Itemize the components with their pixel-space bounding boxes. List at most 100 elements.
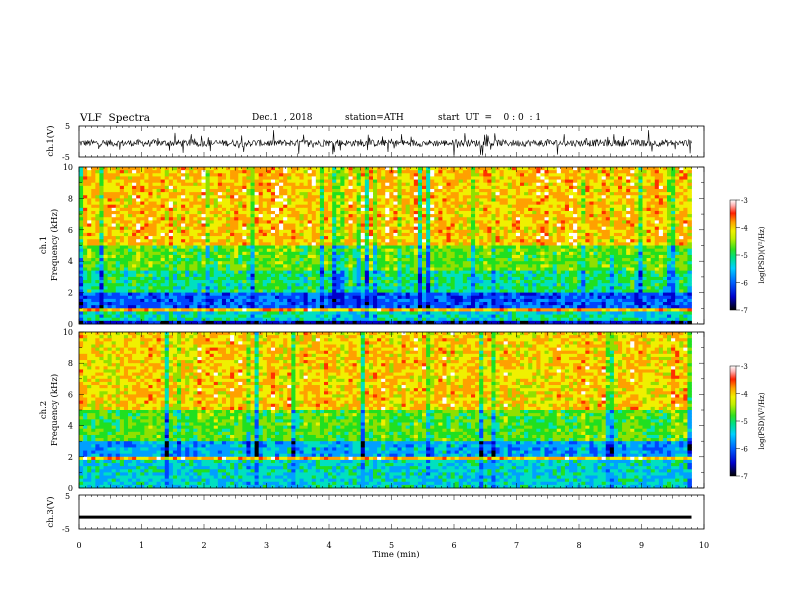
spectrogram-cell bbox=[238, 207, 243, 212]
spectrogram-cell bbox=[471, 248, 476, 253]
spectrogram-cell bbox=[181, 245, 186, 250]
spectrogram-cell bbox=[156, 248, 162, 253]
spectrogram-cell bbox=[544, 204, 549, 209]
spectrogram-cell bbox=[270, 223, 276, 228]
spectrogram-cell bbox=[152, 185, 157, 190]
spectrogram-cell bbox=[556, 245, 562, 250]
spectrogram-cell bbox=[413, 242, 419, 246]
spectrogram-cell bbox=[307, 195, 313, 199]
spectrogram-cell bbox=[340, 220, 345, 224]
spectrogram-cell bbox=[515, 261, 521, 265]
spectrogram-cell bbox=[609, 242, 615, 246]
spectrogram-cell bbox=[336, 192, 341, 196]
spectrogram-cell bbox=[626, 207, 631, 212]
spectrogram-cell bbox=[332, 229, 337, 234]
spectrogram-cell bbox=[593, 239, 598, 243]
spectrogram-cell bbox=[295, 229, 300, 234]
spectrogram-cell bbox=[385, 223, 390, 228]
spectrogram-cell bbox=[340, 258, 345, 262]
spectrogram-cell bbox=[573, 248, 578, 253]
spectrogram-cell bbox=[205, 248, 211, 253]
spectrogram-cell bbox=[144, 245, 149, 250]
spectrogram-cell bbox=[115, 195, 121, 199]
spectrogram-cell bbox=[238, 173, 243, 177]
spectrogram-cell bbox=[275, 207, 280, 212]
spectrogram-cell bbox=[524, 229, 529, 234]
spectrogram-cell bbox=[528, 264, 533, 268]
spectrogram-cell bbox=[360, 201, 366, 206]
spectrogram-cell bbox=[466, 170, 472, 174]
spectrogram-cell bbox=[654, 201, 660, 206]
spectrogram-cell bbox=[234, 258, 239, 262]
spectrogram-cell bbox=[140, 236, 145, 240]
spectrogram-cell bbox=[569, 217, 574, 221]
spectrogram-cell bbox=[168, 176, 174, 180]
spectrogram-cell bbox=[405, 223, 411, 228]
spectrogram-cell bbox=[221, 214, 227, 218]
spectrogram-cell bbox=[556, 170, 562, 174]
spectrogram-cell bbox=[95, 214, 100, 218]
spectrogram-cell bbox=[258, 223, 264, 228]
spectrogram-cell bbox=[307, 242, 313, 246]
spectrogram-cell bbox=[581, 254, 586, 259]
spectrogram-cell bbox=[344, 217, 349, 221]
spectrogram-cell bbox=[413, 192, 419, 196]
spectrogram-cell bbox=[111, 207, 117, 212]
spectrogram-cell bbox=[238, 217, 243, 221]
spectrogram-cell bbox=[136, 170, 141, 174]
spectrogram-cell bbox=[626, 198, 631, 202]
spectrogram-cell bbox=[287, 204, 292, 209]
spectrogram-cell bbox=[275, 195, 280, 199]
spectrogram-cell bbox=[479, 251, 484, 256]
spectrogram-cell bbox=[483, 236, 488, 240]
spectrogram-cell bbox=[168, 236, 174, 240]
spectrogram-cell bbox=[279, 239, 284, 243]
spectrogram-cell bbox=[528, 188, 533, 193]
spectrogram-cell bbox=[475, 239, 480, 243]
spectrogram-cell bbox=[438, 242, 443, 246]
spectrogram-cell bbox=[213, 201, 219, 206]
spectrogram-cell bbox=[397, 239, 402, 243]
start-time-label: start UT = 0 : 0 : 1 bbox=[438, 113, 542, 123]
spectrogram-cell bbox=[83, 201, 88, 206]
spectrogram-cell bbox=[381, 167, 386, 171]
spectrogram-cell bbox=[242, 264, 247, 268]
spectrogram-cell bbox=[638, 258, 643, 262]
spectrogram-cell bbox=[91, 179, 96, 184]
spectrogram-cell bbox=[140, 223, 145, 228]
spectrogram-cell bbox=[540, 242, 545, 246]
spectrogram-cell bbox=[79, 217, 84, 221]
spectrogram-cell bbox=[262, 261, 268, 265]
spectrogram-cell bbox=[556, 217, 562, 221]
spectrogram-cell bbox=[319, 201, 325, 206]
spectrogram-cell bbox=[377, 188, 382, 193]
spectrogram-cell bbox=[262, 170, 268, 174]
spectrogram-cell bbox=[140, 258, 145, 262]
spectrogram-cell bbox=[201, 195, 206, 199]
spectrogram-cell bbox=[189, 245, 194, 250]
spectrogram-cell bbox=[409, 229, 415, 234]
spectrogram-cell bbox=[115, 223, 121, 228]
spectrogram-cell bbox=[360, 207, 366, 212]
spectrogram-cell bbox=[336, 242, 341, 246]
spectrogram-cell bbox=[164, 185, 170, 190]
spectrogram-cell bbox=[560, 264, 566, 268]
spectrogram-cell bbox=[132, 167, 137, 171]
spectrogram-cell bbox=[495, 176, 500, 180]
spectrogram-cell bbox=[266, 239, 272, 243]
spectrogram-cell bbox=[609, 210, 615, 215]
spectrogram-cell bbox=[687, 201, 692, 206]
spectrogram-cell bbox=[368, 188, 374, 193]
spectrogram-cell bbox=[328, 264, 333, 268]
spectrogram-cell bbox=[217, 248, 223, 253]
spectrogram-cell bbox=[328, 251, 333, 256]
spectrogram-cell bbox=[352, 185, 358, 190]
spectrogram-cell bbox=[540, 207, 545, 212]
spectrogram-cell bbox=[405, 258, 411, 262]
spectrogram-cell bbox=[605, 188, 611, 193]
spectrogram-cell bbox=[462, 261, 468, 265]
spectrogram-cell bbox=[115, 258, 121, 262]
spectrogram-cell bbox=[569, 223, 574, 228]
spectrogram-cell bbox=[397, 185, 402, 190]
spectrogram-cell bbox=[548, 226, 554, 231]
